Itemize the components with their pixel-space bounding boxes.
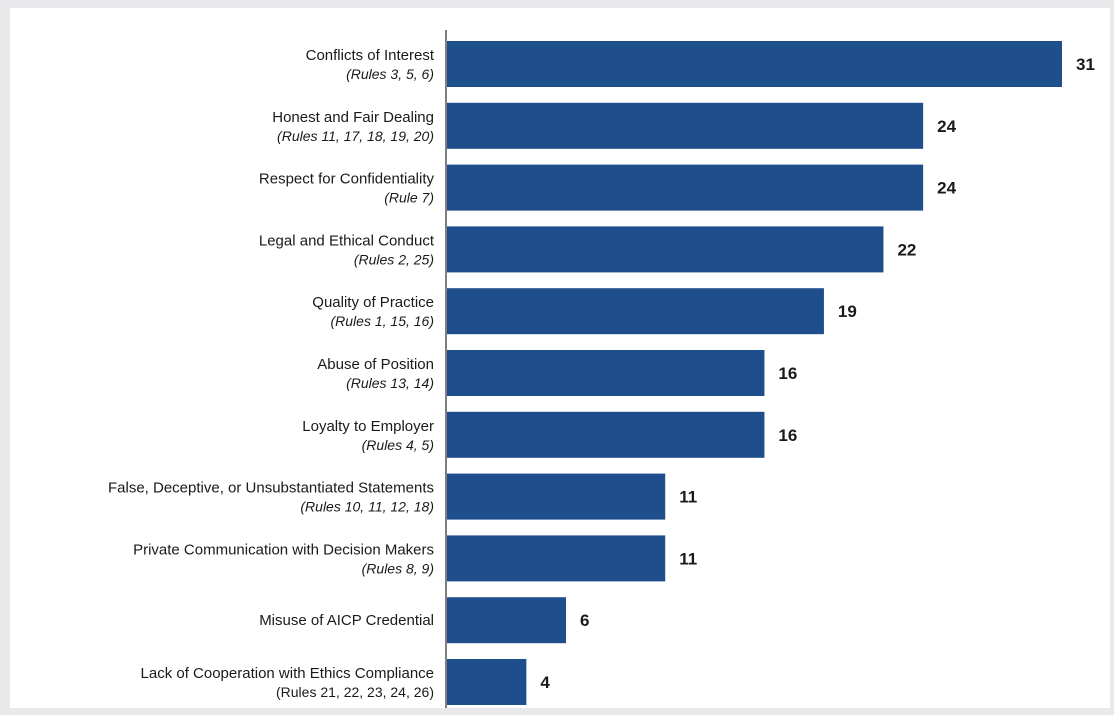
value-label-10: 4 xyxy=(540,673,550,692)
bar-0 xyxy=(447,41,1062,87)
category-sublabel-3: (Rules 2, 25) xyxy=(354,251,434,267)
category-label-7: False, Deceptive, or Unsubstantiated Sta… xyxy=(108,480,434,497)
bar-4 xyxy=(447,288,824,335)
value-label-7: 11 xyxy=(679,488,697,507)
bar-5 xyxy=(447,350,765,396)
category-sublabel-10: (Rules 21, 22, 23, 24, 26) xyxy=(276,684,434,700)
category-label-2: Respect for Confidentiality xyxy=(259,171,435,188)
category-label-6: Loyalty to Employer xyxy=(302,418,434,435)
category-sublabel-2: (Rule 7) xyxy=(384,190,434,206)
bar-1 xyxy=(447,102,924,149)
bar-8 xyxy=(447,535,666,582)
category-sublabel-8: (Rules 8, 9) xyxy=(362,560,434,576)
category-label-3: Legal and Ethical Conduct xyxy=(259,232,435,249)
bars-group: Conflicts of Interest (Rules 3, 5, 6) 31 Ho… xyxy=(108,41,1095,705)
category-label-0: Conflicts of Interest xyxy=(306,47,435,64)
category-label-5: Abuse of Position xyxy=(317,356,434,373)
value-label-6: 16 xyxy=(778,426,797,445)
category-sublabel-6: (Rules 4, 5) xyxy=(362,437,434,453)
category-sublabel-0: (Rules 3, 5, 6) xyxy=(346,66,434,82)
category-label-8: Private Communication with Decision Make… xyxy=(133,541,434,558)
value-label-0: 31 xyxy=(1076,55,1095,74)
bar-10 xyxy=(447,659,527,705)
value-label-9: 6 xyxy=(580,611,589,630)
value-label-5: 16 xyxy=(778,364,797,383)
value-label-3: 22 xyxy=(897,240,916,259)
category-sublabel-5: (Rules 13, 14) xyxy=(346,375,434,391)
category-label-9: Misuse of AICP Credential xyxy=(259,612,434,629)
value-label-1: 24 xyxy=(937,117,956,136)
value-label-4: 19 xyxy=(838,302,857,321)
bar-3 xyxy=(447,226,884,273)
category-sublabel-1: (Rules 11, 17, 18, 19, 20) xyxy=(277,128,434,144)
category-label-4: Quality of Practice xyxy=(312,294,434,311)
category-sublabel-4: (Rules 1, 15, 16) xyxy=(331,313,435,329)
bar-7 xyxy=(447,473,666,520)
category-label-1: Honest and Fair Dealing xyxy=(272,109,434,126)
category-sublabel-7: (Rules 10, 11, 12, 18) xyxy=(300,499,434,515)
category-label-10: Lack of Cooperation with Ethics Complian… xyxy=(141,665,434,682)
value-label-8: 11 xyxy=(679,549,697,568)
bar-9 xyxy=(447,597,567,644)
bar-6 xyxy=(447,411,765,458)
value-label-2: 24 xyxy=(937,179,956,198)
bar-2 xyxy=(447,164,924,211)
